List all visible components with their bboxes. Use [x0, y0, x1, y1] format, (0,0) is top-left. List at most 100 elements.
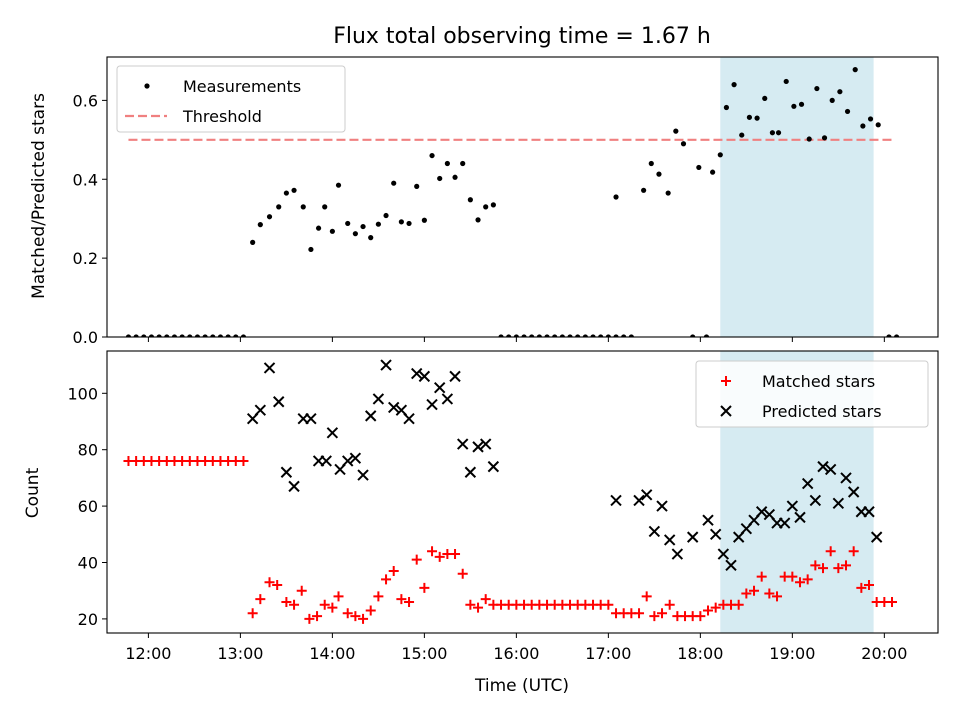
matched-stars-point: [864, 580, 875, 591]
measurement-point: [335, 182, 342, 188]
predicted-stars-point: [648, 525, 661, 538]
measurement-point: [164, 334, 170, 337]
predicted-stars-point: [418, 370, 431, 383]
legend-box: [116, 65, 346, 133]
predicted-stars-point: [388, 401, 400, 414]
matched-stars-point: [749, 585, 760, 596]
measurement-point: [552, 334, 558, 337]
predicted-stars-point: [663, 534, 676, 546]
matched-stars-point: [247, 608, 258, 619]
axes-frame: [106, 56, 939, 338]
predicted-stars-point: [263, 362, 276, 374]
matched-stars-point: [450, 549, 461, 560]
x-tick-label: 14:00: [309, 644, 355, 663]
measurement-point: [125, 334, 132, 337]
predicted-stars-point: [832, 497, 845, 509]
measurement-point: [406, 220, 412, 227]
predicted-stars-point: [725, 559, 737, 572]
measurement-point: [844, 108, 851, 115]
x-tick-label: 15:00: [401, 644, 447, 663]
predicted-stars-point: [254, 404, 267, 416]
measurement-point: [329, 228, 335, 234]
measurement-point: [746, 114, 753, 120]
measurement-point: [731, 82, 737, 88]
matched-stars-point: [856, 582, 867, 593]
measurement-point: [783, 78, 789, 85]
x-axis-label: Time (UTC): [474, 676, 569, 696]
measurement-point: [673, 128, 679, 134]
predicted-stars-point: [847, 486, 860, 498]
predicted-stars-point: [326, 427, 339, 439]
measurement-point: [521, 334, 527, 337]
matched-stars-point: [710, 602, 721, 613]
x-tick-label: 18:00: [677, 644, 723, 663]
measurement-point: [240, 334, 247, 337]
measurement-point: [665, 190, 671, 196]
measurement-point: [315, 225, 322, 231]
measurement-point: [875, 122, 881, 128]
measurement-point: [806, 136, 812, 142]
measurement-point: [567, 334, 573, 337]
legend-box: [695, 360, 929, 428]
predicted-stars-point: [433, 381, 446, 394]
x-tick-label: 20:00: [861, 644, 907, 663]
predicted-stars-point: [403, 412, 415, 425]
x-tick-label: 12:00: [125, 644, 171, 663]
measurement-point: [513, 334, 519, 337]
predicted-stars-point: [479, 438, 492, 450]
measurement-point: [490, 202, 496, 208]
flux-ratio-panel: 0.0 0.2 0.4 0.6 Measurements Threshold: [73, 56, 939, 347]
measurement-point: [375, 221, 381, 227]
matched-stars-point: [772, 591, 783, 602]
predicted-stars-point: [441, 393, 454, 405]
matched-stars-point: [333, 591, 344, 602]
measurement-point: [837, 89, 843, 95]
matched-stars-point: [419, 582, 430, 593]
measurement-point: [739, 132, 745, 138]
predicted-stars-point: [863, 506, 875, 518]
measurement-point: [769, 130, 776, 136]
predicted-stars-point: [809, 494, 822, 507]
predicted-stars-point: [456, 438, 469, 450]
predicted-stars-point: [426, 398, 438, 411]
measurement-point: [621, 334, 627, 337]
measurement-point: [179, 334, 185, 337]
measurement-point: [156, 334, 162, 337]
x-tick-label: 16:00: [493, 644, 539, 663]
predicted-stars-point: [280, 466, 293, 478]
predicted-stars-point: [817, 460, 829, 473]
measurement-point: [598, 334, 604, 337]
measurement-point: [308, 246, 314, 253]
matched-stars-point: [264, 577, 275, 588]
x-tick-label: 19:00: [769, 644, 815, 663]
axes-frame: [106, 350, 939, 634]
measurement-point: [590, 334, 596, 337]
measurement-point: [754, 115, 760, 121]
measurement-point: [690, 334, 696, 337]
matched-stars-point: [733, 599, 744, 610]
predicted-stars-point: [709, 528, 722, 541]
predicted-stars-point: [824, 463, 837, 476]
matched-stars-point: [787, 571, 798, 582]
matched-stars-point: [887, 596, 898, 607]
measurement-point: [141, 334, 147, 337]
measurement-point: [210, 334, 216, 337]
predicted-stars-point: [610, 494, 622, 507]
measurement-point: [762, 95, 768, 102]
matched-stars-point: [649, 611, 660, 622]
y-tick-label: 100: [67, 384, 98, 403]
matched-stars-point: [848, 546, 859, 557]
predicted-stars-point: [305, 412, 317, 425]
legend-label: Predicted stars: [762, 402, 882, 421]
predicted-stars-point: [633, 494, 645, 507]
matched-stars-point: [319, 599, 330, 610]
matched-stars-point: [388, 565, 399, 576]
measurement-point: [475, 217, 481, 223]
measurement-point: [814, 85, 820, 92]
matched-stars-point: [795, 577, 806, 588]
measurement-point: [582, 334, 588, 337]
measurement-point: [225, 334, 231, 337]
measurement-point: [217, 334, 224, 337]
predicted-stars-point: [671, 548, 684, 560]
